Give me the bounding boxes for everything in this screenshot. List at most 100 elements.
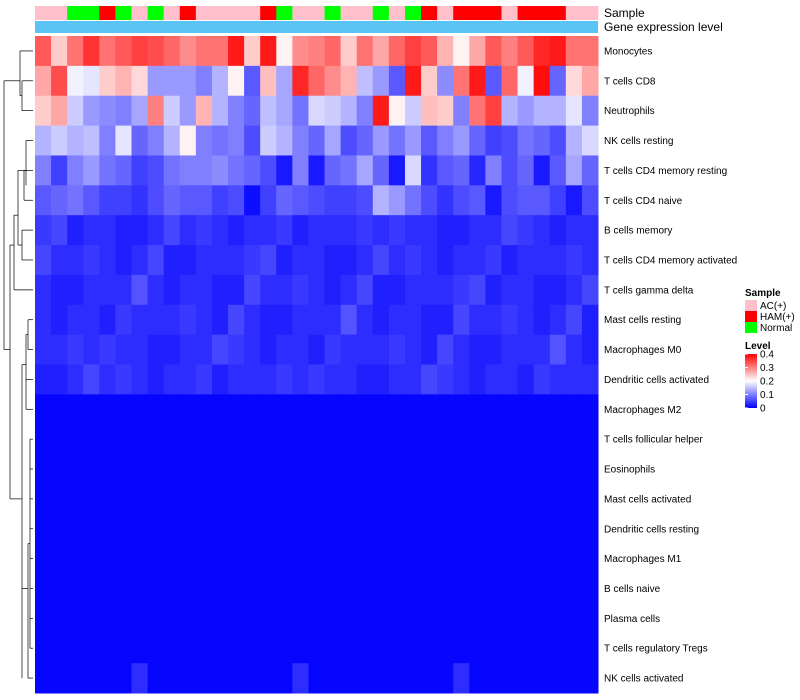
heatmap-cell (469, 304, 486, 336)
sample-annotation-cell (292, 6, 309, 20)
heatmap-cell (35, 454, 52, 485)
heatmap-cell (485, 185, 502, 216)
heatmap-cell (565, 245, 583, 276)
heatmap-cell (260, 394, 277, 425)
heatmap-cell (324, 513, 342, 545)
heatmap-cell (99, 95, 116, 127)
heatmap-cell (453, 633, 470, 664)
heatmap-cell (292, 125, 309, 156)
heatmap-cell (469, 245, 486, 276)
heatmap-cell (485, 36, 502, 67)
heatmap-cell (324, 543, 342, 575)
heatmap-cell (372, 245, 390, 276)
heatmap-cell (99, 603, 116, 634)
heatmap-cell (324, 603, 342, 634)
heatmap-cell (51, 543, 68, 575)
heatmap-cell (35, 394, 52, 425)
heatmap-cell (421, 65, 438, 97)
heatmap-cell (324, 424, 342, 455)
heatmap-cell (292, 274, 309, 306)
heatmap-cell (356, 663, 374, 694)
heatmap-cell (147, 215, 165, 246)
heatmap-cell (549, 125, 567, 156)
heatmap-cell (388, 245, 406, 276)
heatmap-cell (485, 543, 502, 575)
heatmap-cell (324, 95, 342, 127)
heatmap-cell (372, 155, 390, 186)
heatmap-cell (211, 155, 229, 186)
heatmap-cell (501, 155, 519, 186)
heatmap-cell (83, 274, 100, 306)
heatmap-cell (51, 65, 68, 97)
heatmap-cell (324, 364, 342, 395)
heatmap-cell (437, 95, 454, 127)
sample-annotation-cell (276, 6, 293, 20)
heatmap-cell (292, 65, 309, 97)
heatmap-cell (244, 36, 261, 67)
heatmap-cell (195, 185, 213, 216)
heatmap-cell (276, 543, 293, 575)
heatmap-cell (453, 483, 470, 515)
heatmap-cell (565, 334, 583, 365)
heatmap-cell (308, 633, 326, 664)
heatmap-cell (179, 95, 197, 127)
heatmap-cell (453, 603, 470, 634)
heatmap-cell (51, 125, 68, 156)
heatmap-cell (83, 513, 100, 545)
sample-annotation-cell (131, 6, 149, 20)
sample-annotation-cell (404, 6, 422, 20)
sample-annotation-cell (163, 6, 181, 20)
heatmap-cell (501, 424, 519, 455)
heatmap-cell (244, 334, 261, 365)
heatmap-cell (533, 454, 551, 485)
heatmap-cell (131, 633, 149, 664)
heatmap-cell (147, 394, 165, 425)
heatmap-cell (244, 513, 261, 545)
heatmap-cell (469, 155, 486, 186)
heatmap-cell (83, 65, 100, 97)
level-legend-tick-label: 0.3 (760, 363, 774, 374)
heatmap-cell (533, 36, 551, 67)
heatmap-cell (67, 424, 84, 455)
heatmap-cell (211, 65, 229, 97)
sample-annotation-cell (549, 6, 567, 20)
heatmap-cell (292, 334, 309, 365)
heatmap-cell (83, 483, 100, 515)
sample-annotation-cell (67, 6, 84, 20)
heatmap-cell (324, 125, 342, 156)
heatmap-cell (99, 304, 116, 336)
heatmap-cell (501, 454, 519, 485)
heatmap-cell (67, 274, 84, 306)
heatmap-cell (517, 36, 535, 67)
heatmap-cell (340, 334, 358, 365)
sample-legend-swatch (745, 311, 757, 322)
heatmap-cell (147, 274, 165, 306)
heatmap-cell (340, 304, 358, 336)
heatmap-cell (533, 155, 551, 186)
row-label: Plasma cells (604, 614, 660, 625)
heatmap-cell (260, 36, 277, 67)
heatmap-cell (163, 633, 181, 664)
heatmap-cell (581, 304, 599, 336)
heatmap-cell (565, 454, 583, 485)
heatmap-cell (581, 454, 599, 485)
heatmap-cell (179, 663, 197, 694)
heatmap-cell (67, 245, 84, 276)
heatmap-cell (83, 36, 100, 67)
sample-annotation-cell (83, 6, 100, 20)
heatmap-cell (163, 394, 181, 425)
heatmap-cell (99, 364, 116, 395)
heatmap-cell (195, 573, 213, 604)
heatmap-cell (260, 454, 277, 485)
heatmap-cell (308, 65, 326, 97)
heatmap-cell (260, 364, 277, 395)
sample-legend-swatch (745, 322, 757, 333)
heatmap-cell (340, 245, 358, 276)
heatmap-cell (99, 513, 116, 545)
heatmap-cell (163, 603, 181, 634)
heatmap-cell (533, 424, 551, 455)
heatmap-cell (83, 603, 100, 634)
row-label: T cells CD8 (604, 76, 656, 87)
sample-annotation-cell (517, 6, 535, 20)
heatmap-cell (404, 274, 422, 306)
